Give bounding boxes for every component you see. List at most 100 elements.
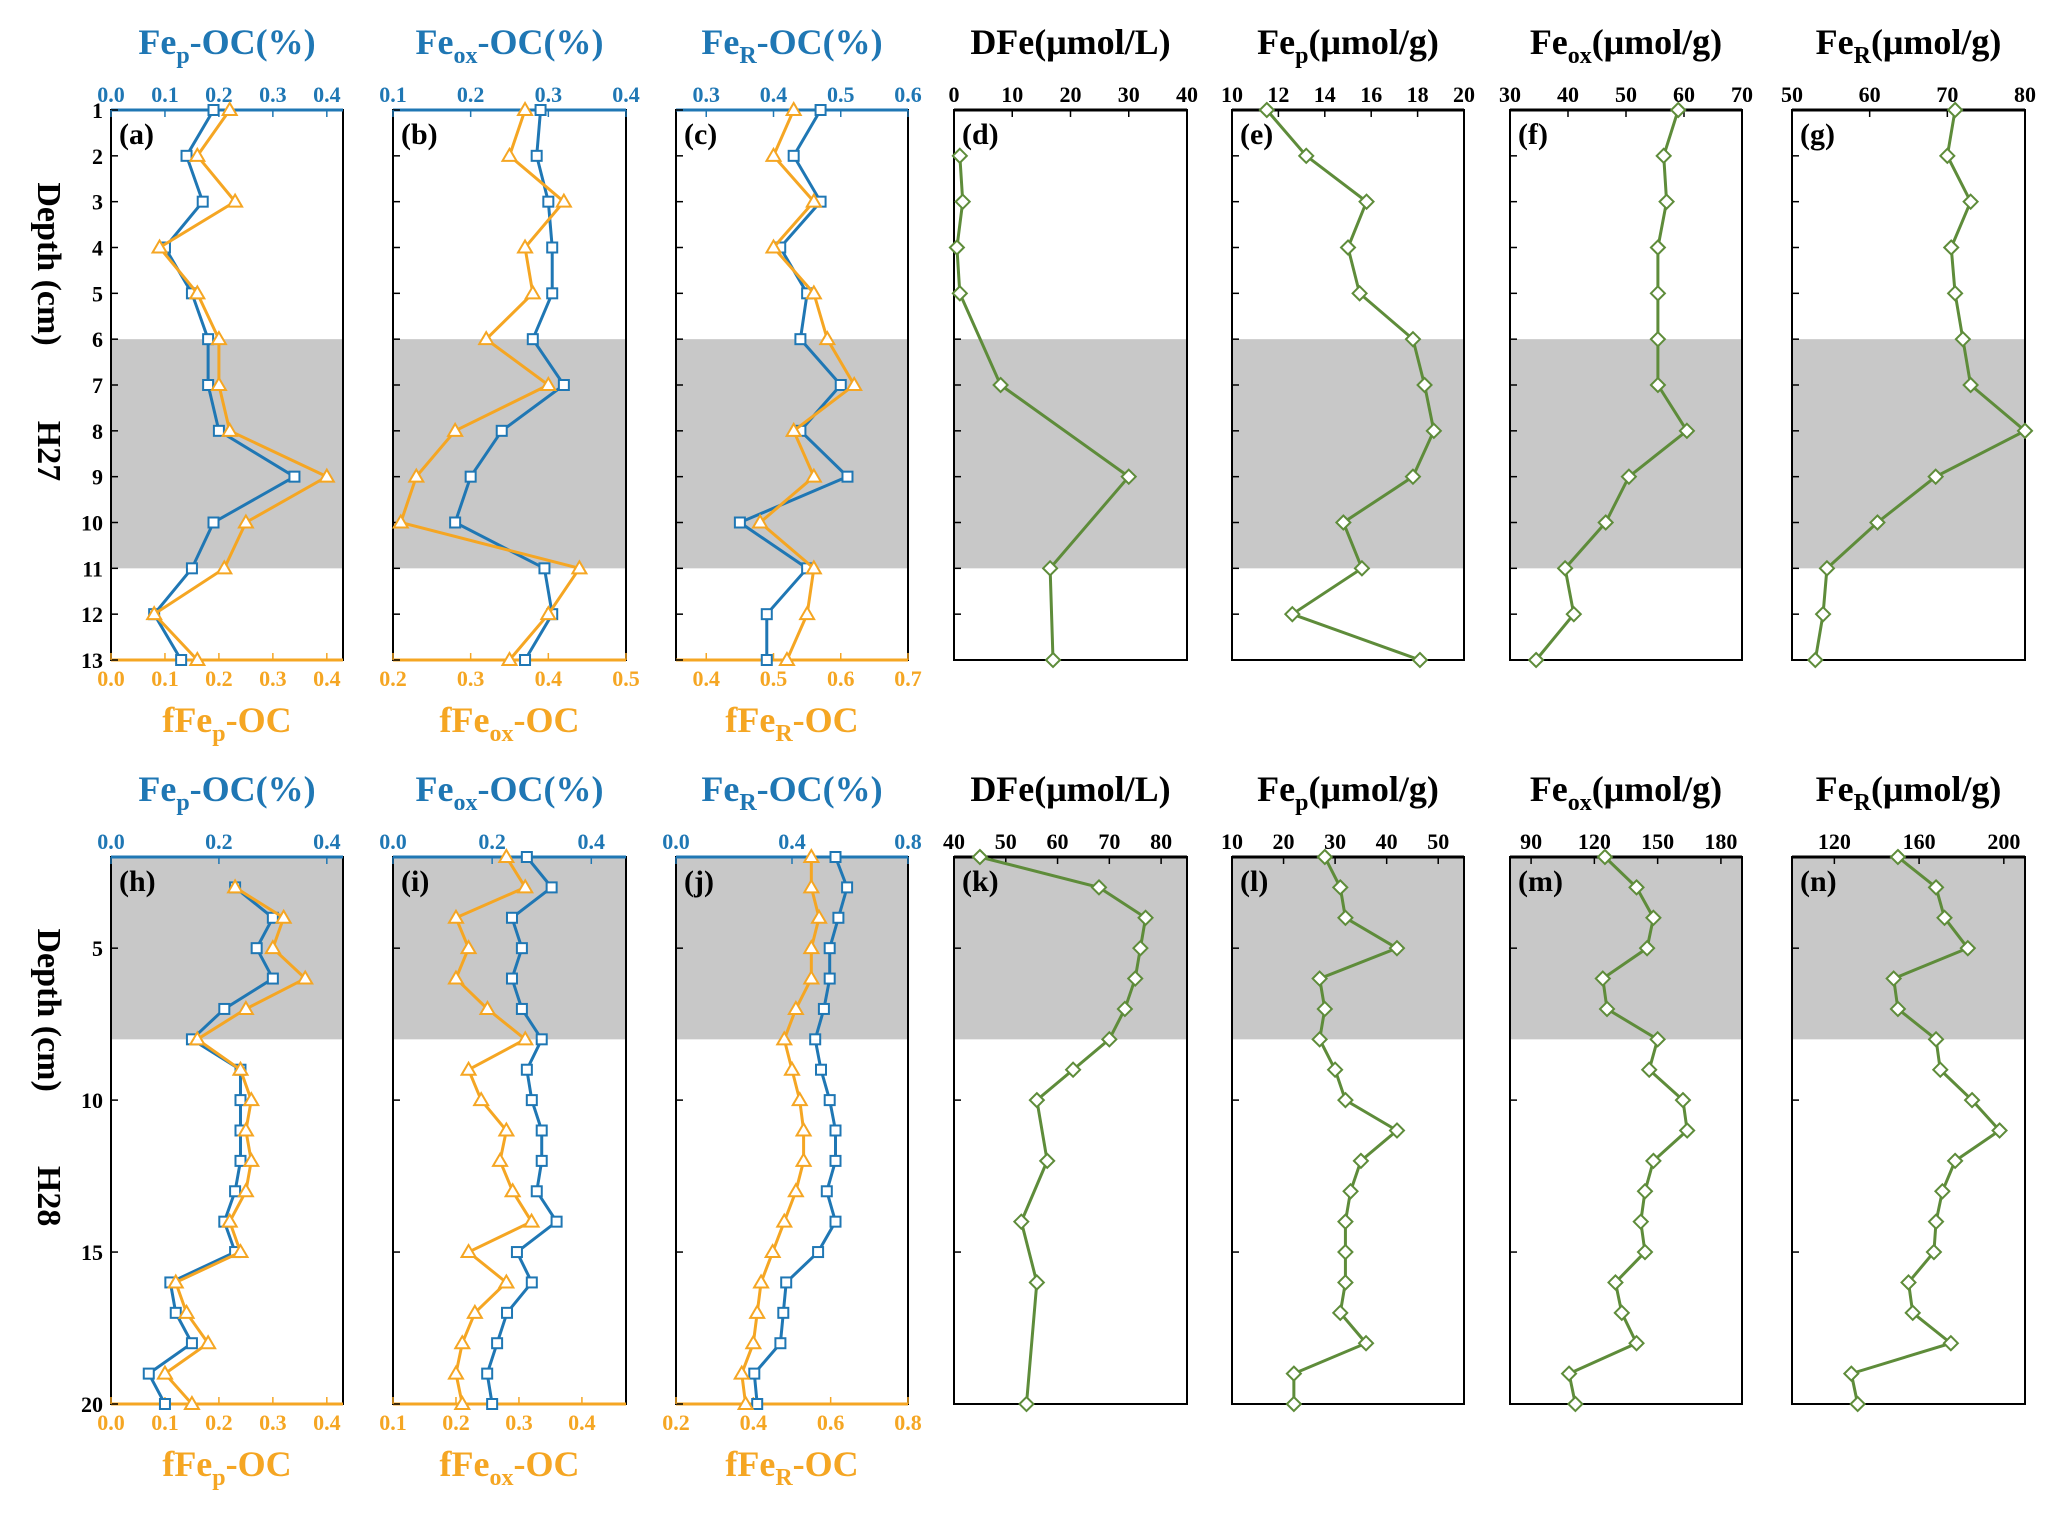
- data-point-blue: [234, 1154, 247, 1167]
- data-point-green: [1927, 1213, 1945, 1231]
- data-point-blue: [733, 516, 746, 529]
- data-point-orange: [177, 1303, 196, 1319]
- data-point-green: [1416, 376, 1433, 394]
- data-point-orange: [802, 969, 821, 985]
- top-axis-title: Feox(μmol/g): [1530, 769, 1722, 816]
- data-point-green: [1018, 1395, 1035, 1413]
- top-tick-label: 20: [1273, 829, 1295, 854]
- data-point-orange: [392, 513, 410, 529]
- data-point-green: [1527, 651, 1545, 669]
- data-point-orange: [183, 1395, 201, 1410]
- data-point-blue: [546, 241, 559, 254]
- data-point-green: [1331, 878, 1349, 896]
- data-point-blue: [481, 1367, 494, 1380]
- data-point-blue: [202, 333, 215, 346]
- data-point-green: [1337, 909, 1354, 927]
- top-tick-label: 0.4: [778, 829, 806, 854]
- data-point-green: [1556, 559, 1574, 577]
- data-point-orange: [805, 284, 823, 300]
- top-tick-label: 16: [1360, 82, 1382, 107]
- data-point-blue: [449, 516, 462, 529]
- data-point-blue: [202, 379, 215, 391]
- data-point-green: [1946, 1152, 1964, 1170]
- bottom-tick-label: 0.4: [740, 1410, 768, 1435]
- data-point-blue: [530, 1185, 543, 1198]
- bottom-tick-label: 0.3: [259, 666, 287, 691]
- bottom-axis-title: fFeox-OC: [440, 700, 580, 747]
- data-point-orange: [497, 1121, 516, 1137]
- data-point-green: [1946, 101, 1964, 119]
- data-point-blue: [185, 1337, 198, 1350]
- top-axis-title: FeR(μmol/g): [1816, 769, 2002, 816]
- data-point-green: [1649, 284, 1667, 302]
- data-point-green: [1620, 468, 1638, 486]
- data-point-green: [1311, 970, 1329, 987]
- bottom-tick-label: 0.2: [442, 1410, 470, 1435]
- data-point-blue: [218, 1002, 231, 1015]
- data-point-green: [1933, 1182, 1951, 1200]
- data-point-orange: [794, 1151, 813, 1167]
- data-point-orange: [231, 1060, 250, 1076]
- top-tick-label: 30: [1499, 82, 1521, 107]
- data-point-green: [971, 848, 989, 866]
- top-tick-label: 18: [1407, 82, 1429, 107]
- data-point-green: [1842, 1365, 1860, 1383]
- data-point-green: [1959, 939, 1977, 957]
- data-point-green: [1316, 1000, 1334, 1018]
- data-point-blue: [175, 654, 188, 666]
- data-point-green: [1131, 939, 1149, 957]
- data-point-orange: [220, 1212, 239, 1228]
- data-point-orange: [199, 1334, 217, 1350]
- data-point-orange: [775, 1030, 794, 1046]
- data-point-orange: [466, 1303, 484, 1319]
- data-point-orange: [570, 559, 589, 575]
- data-point-green: [1678, 422, 1696, 440]
- data-point-blue: [794, 333, 807, 346]
- data-point-orange: [459, 939, 478, 955]
- top-tick-label: 30: [1324, 829, 1346, 854]
- data-point-orange: [497, 1273, 516, 1289]
- data-point-green: [1942, 239, 1960, 256]
- data-point-green: [1904, 1304, 1922, 1322]
- data-point-green: [1337, 1213, 1354, 1231]
- top-tick-label: 0.1: [151, 82, 179, 107]
- data-point-green: [1636, 1182, 1654, 1200]
- data-point-orange: [784, 421, 803, 437]
- data-point-green: [1334, 514, 1352, 531]
- top-tick-label: 80: [1150, 829, 1172, 854]
- data-point-green: [1954, 330, 1972, 348]
- data-point-orange: [264, 939, 282, 955]
- data-point-green: [1044, 651, 1062, 669]
- data-point-orange: [407, 467, 426, 483]
- top-tick-label: 30: [1118, 82, 1140, 107]
- data-point-green: [1931, 1061, 1949, 1079]
- data-point-orange: [787, 999, 805, 1015]
- data-point-blue: [787, 149, 800, 162]
- data-point-blue: [829, 851, 842, 863]
- top-tick-label: 0: [949, 82, 960, 107]
- data-point-blue: [751, 1398, 764, 1410]
- panel-label: (b): [401, 118, 438, 151]
- panel-label: (a): [119, 118, 154, 151]
- top-tick-label: 0.4: [578, 829, 606, 854]
- top-axis-title: Fep-OC(%): [138, 769, 315, 816]
- data-point-green: [1640, 1061, 1658, 1079]
- bottom-tick-label: 0.2: [205, 1410, 233, 1435]
- data-point-blue: [288, 470, 301, 483]
- bottom-axis-title: fFeR-OC: [725, 1444, 858, 1491]
- data-point-green: [1425, 422, 1443, 440]
- depth-tick-label: 2: [92, 144, 103, 169]
- data-point-green: [1594, 970, 1612, 987]
- bottom-tick-label: 0.4: [313, 666, 341, 691]
- shaded-interval: [1510, 857, 1742, 1040]
- data-point-blue: [196, 195, 209, 208]
- top-tick-label: 0.3: [259, 82, 287, 107]
- data-point-green: [1337, 1243, 1354, 1261]
- data-point-green: [1927, 468, 1945, 486]
- data-point-orange: [447, 1364, 465, 1380]
- data-point-green: [1869, 514, 1886, 531]
- shaded-interval: [676, 339, 908, 569]
- bottom-tick-label: 0.4: [535, 666, 563, 691]
- top-tick-label: 10: [1221, 82, 1243, 107]
